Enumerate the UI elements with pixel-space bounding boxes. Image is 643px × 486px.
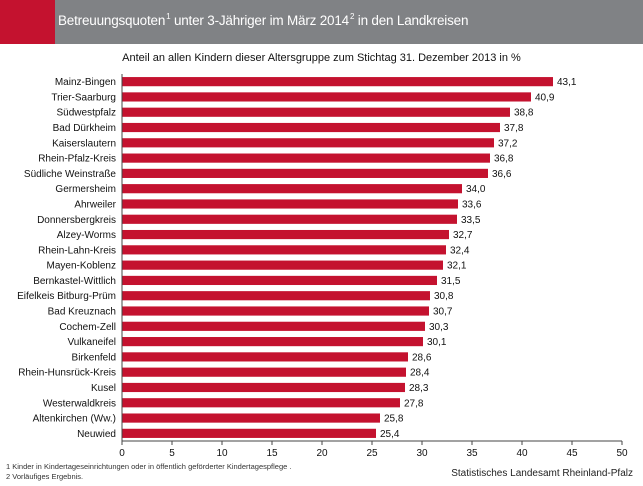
x-tick-label: 0 — [119, 448, 125, 459]
category-label: Neuwied — [77, 429, 116, 440]
category-label: Germersheim — [55, 184, 116, 195]
footnote-2: 2 Vorläufiges Ergebnis. — [6, 472, 84, 481]
data-label: 25,4 — [380, 429, 400, 440]
category-label: Alzey-Worms — [57, 230, 116, 241]
x-tick-label: 5 — [169, 448, 175, 459]
x-tick-label: 30 — [416, 448, 428, 459]
data-label: 36,6 — [492, 169, 512, 180]
category-label: Birkenfeld — [72, 352, 116, 363]
x-tick-label: 35 — [466, 448, 478, 459]
data-label: 27,8 — [404, 398, 424, 409]
data-label: 36,8 — [494, 154, 514, 165]
category-label: Ahrweiler — [74, 199, 116, 210]
category-label: Altenkirchen (Ww.) — [33, 414, 116, 425]
data-label: 33,5 — [461, 215, 481, 226]
data-label: 32,1 — [447, 261, 467, 272]
category-label: Rhein-Pfalz-Kreis — [38, 154, 116, 165]
category-label: Kaiserslautern — [52, 138, 116, 149]
category-label: Südliche Weinstraße — [24, 169, 117, 180]
bar — [122, 337, 423, 347]
bar — [122, 306, 429, 316]
category-label: Vulkaneifel — [67, 337, 116, 348]
chart-title: Betreuungsquoten1 unter 3-Jähriger im Mä… — [58, 12, 468, 28]
data-label: 30,7 — [433, 307, 453, 318]
category-label: Bad Kreuznach — [48, 307, 116, 318]
data-label: 40,9 — [535, 92, 555, 103]
data-label: 28,6 — [412, 352, 432, 363]
category-label: Kusel — [91, 383, 116, 394]
x-tick-label: 45 — [566, 448, 578, 459]
category-label: Trier-Saarburg — [51, 92, 116, 103]
x-tick-label: 10 — [216, 448, 228, 459]
category-label: Rhein-Lahn-Kreis — [38, 245, 116, 256]
category-label: Cochem-Zell — [59, 322, 116, 333]
data-label: 30,8 — [434, 291, 454, 302]
category-label: Westerwaldkreis — [43, 398, 116, 409]
data-label: 28,4 — [410, 368, 430, 379]
category-label: Bad Dürkheim — [53, 123, 116, 134]
data-label: 31,5 — [441, 276, 461, 287]
x-tick-label: 20 — [316, 448, 328, 459]
data-label: 37,8 — [504, 123, 524, 134]
footnote-1: 1 Kinder in Kindertageseinrichtungen ode… — [6, 462, 292, 471]
category-label: Mainz-Bingen — [55, 77, 116, 88]
data-label: 38,8 — [514, 108, 534, 119]
title-mid: unter 3-Jähriger im März 2014 — [170, 13, 349, 28]
data-label: 30,1 — [427, 337, 447, 348]
bar — [122, 413, 380, 423]
category-label: Eifelkeis Bitburg-Prüm — [17, 291, 116, 302]
x-tick-label: 40 — [516, 448, 528, 459]
bar — [122, 199, 458, 209]
data-label: 30,3 — [429, 322, 449, 333]
bar — [122, 138, 494, 148]
x-tick-label: 50 — [616, 448, 628, 459]
bar — [122, 77, 553, 87]
x-tick-label: 25 — [366, 448, 378, 459]
x-tick-label: 15 — [266, 448, 278, 459]
footnotes: 1 Kinder in Kindertageseinrichtungen ode… — [6, 462, 291, 482]
category-label: Mayen-Koblenz — [47, 261, 116, 272]
header-bar: Betreuungsquoten1 unter 3-Jähriger im Mä… — [0, 0, 643, 44]
title-footnote-2: 2 — [349, 12, 355, 21]
bar — [122, 321, 425, 331]
bar — [122, 184, 462, 194]
bar — [122, 214, 457, 224]
bar — [122, 352, 408, 362]
bar — [122, 153, 490, 163]
bar — [122, 428, 376, 438]
title-footnote-1: 1 — [166, 12, 171, 21]
data-label: 32,7 — [453, 230, 473, 241]
data-label: 34,0 — [466, 184, 486, 195]
header-accent — [0, 0, 55, 44]
source-note: Statistisches Landesamt Rheinland-Pfalz — [451, 468, 633, 479]
bar — [122, 229, 449, 240]
data-label: 37,2 — [498, 138, 518, 149]
bar — [122, 122, 500, 133]
data-label: 43,1 — [557, 77, 577, 88]
category-label: Bernkastel-Wittlich — [33, 276, 116, 287]
bar — [122, 107, 510, 117]
bar — [122, 168, 488, 178]
bar — [122, 291, 430, 301]
category-label: Donnersbergkreis — [37, 215, 116, 226]
bar — [122, 92, 531, 102]
bar — [122, 245, 446, 255]
title-end: in den Landkreisen — [354, 13, 469, 28]
category-label: Rhein-Hunsrück-Kreis — [18, 368, 116, 379]
bar — [122, 275, 437, 286]
data-label: 33,6 — [462, 199, 482, 210]
bar — [122, 382, 405, 393]
bar — [122, 260, 443, 270]
chart-subtitle: Anteil an allen Kindern dieser Altersgru… — [122, 52, 521, 64]
data-label: 32,4 — [450, 245, 470, 256]
bar — [122, 398, 400, 408]
category-label: Südwestpfalz — [57, 108, 116, 119]
bar — [122, 367, 406, 377]
data-label: 28,3 — [409, 383, 429, 394]
title-main: Betreuungsquoten — [58, 13, 166, 28]
data-label: 25,8 — [384, 414, 404, 425]
